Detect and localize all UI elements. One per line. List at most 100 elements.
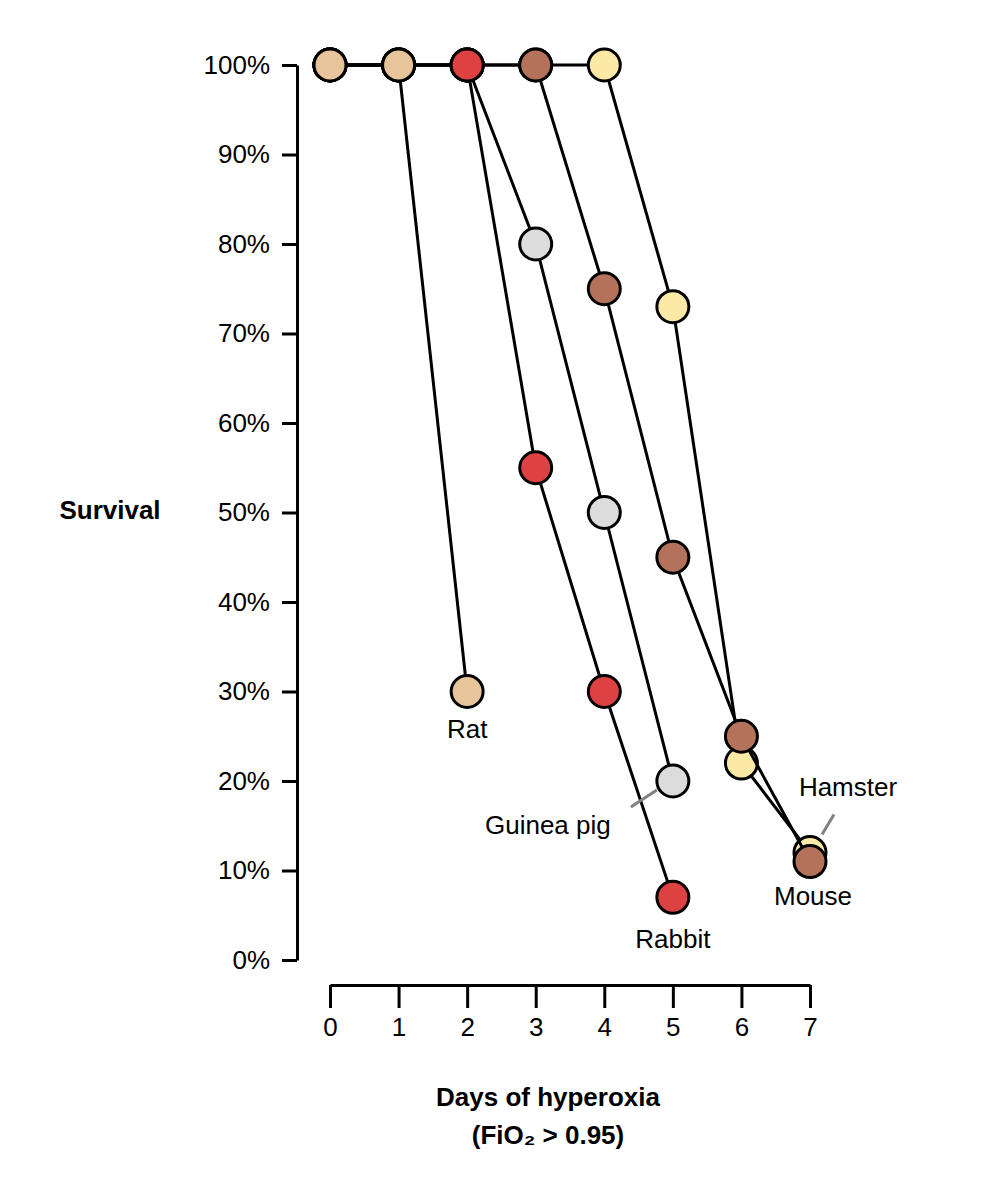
series-marker xyxy=(588,49,620,81)
x-tick: 3 xyxy=(529,985,543,1042)
x-tick-mark xyxy=(603,985,606,1008)
y-tick: 40% xyxy=(218,587,297,617)
y-tick-label: 100% xyxy=(204,50,271,80)
series xyxy=(314,49,689,797)
x-tick-mark xyxy=(535,985,538,1008)
y-tick-label: 50% xyxy=(218,497,270,527)
x-tick: 1 xyxy=(392,985,406,1042)
series-line xyxy=(330,65,467,692)
x-tick: 4 xyxy=(598,985,612,1042)
y-tick-mark xyxy=(282,243,297,246)
series-line xyxy=(330,65,810,853)
y-tick-mark xyxy=(282,870,297,873)
y-axis: 0% 10% 20% 30% 40% 50% 60% 70% 80% 90% 100% xyxy=(204,50,298,975)
plot-area xyxy=(314,49,826,913)
chart: 0% 10% 20% 30% 40% 50% 60% 70% 80% 90% 100% 0 1 2 3 4 5 6… xyxy=(0,0,997,1200)
series-marker xyxy=(520,49,552,81)
y-tick: 80% xyxy=(218,229,297,259)
y-tick-label: 30% xyxy=(218,676,270,706)
series-marker xyxy=(451,49,483,81)
series-marker xyxy=(657,881,689,913)
series-line xyxy=(330,65,810,862)
y-tick-mark xyxy=(282,154,297,157)
y-tick-mark xyxy=(282,422,297,425)
y-tick-label: 80% xyxy=(218,229,270,259)
y-tick-label: 90% xyxy=(218,139,270,169)
label-leader xyxy=(822,815,834,835)
y-tick: 10% xyxy=(218,855,297,885)
x-tick: 5 xyxy=(666,985,680,1042)
y-tick-mark xyxy=(282,959,297,962)
series xyxy=(314,49,483,708)
series-marker xyxy=(520,228,552,260)
x-axis-title: Days of hyperoxia xyxy=(436,1082,661,1112)
series-marker xyxy=(451,676,483,708)
x-tick-label: 5 xyxy=(666,1012,680,1042)
y-tick-mark xyxy=(282,691,297,694)
x-axis-title: (FiO₂ > 0.95) xyxy=(472,1120,624,1150)
series-marker xyxy=(451,49,483,81)
x-tick-mark xyxy=(809,985,812,1008)
series-label: Mouse xyxy=(774,881,852,911)
x-axis: 0 1 2 3 4 5 6 7 xyxy=(323,985,817,1042)
series-marker xyxy=(451,49,483,81)
series xyxy=(314,49,689,913)
series-marker xyxy=(314,49,346,81)
series-label: Rat xyxy=(447,714,488,744)
y-tick: 30% xyxy=(218,676,297,706)
series-marker xyxy=(588,273,620,305)
x-tick-mark xyxy=(466,985,469,1008)
y-tick: 60% xyxy=(218,408,297,438)
y-tick: 0% xyxy=(232,945,297,975)
series-marker xyxy=(383,49,415,81)
x-tick-label: 2 xyxy=(460,1012,474,1042)
series-marker xyxy=(314,49,346,81)
series-marker xyxy=(657,541,689,573)
x-tick: 0 xyxy=(323,985,337,1042)
series-marker xyxy=(314,49,346,81)
y-tick-mark xyxy=(282,64,297,67)
series-label: Hamster xyxy=(799,772,898,802)
y-tick-label: 70% xyxy=(218,318,270,348)
series-marker xyxy=(383,49,415,81)
y-tick: 50% xyxy=(218,497,297,527)
series-marker xyxy=(794,846,826,878)
label-leader xyxy=(631,790,657,807)
y-tick-mark xyxy=(282,601,297,604)
x-tick-label: 6 xyxy=(735,1012,749,1042)
x-axis-line xyxy=(331,984,811,987)
x-tick-mark xyxy=(740,985,743,1008)
x-tick-mark xyxy=(329,985,332,1008)
series-marker xyxy=(588,676,620,708)
x-tick-label: 7 xyxy=(803,1012,817,1042)
x-tick: 2 xyxy=(460,985,474,1042)
y-tick: 100% xyxy=(204,50,298,80)
series-labels: Hamster Mouse Guinea pig Rabbit Rat xyxy=(447,714,898,954)
y-tick-mark xyxy=(282,333,297,336)
x-tick: 7 xyxy=(803,985,817,1042)
series-label: Guinea pig xyxy=(485,810,611,840)
y-axis-title: Survival xyxy=(59,495,160,525)
y-tick-label: 10% xyxy=(218,855,270,885)
series-marker xyxy=(520,452,552,484)
x-tick-label: 3 xyxy=(529,1012,543,1042)
x-tick-label: 0 xyxy=(323,1012,337,1042)
series-line xyxy=(330,65,673,781)
series-label: Rabbit xyxy=(635,924,711,954)
series-marker xyxy=(451,49,483,81)
series-marker xyxy=(314,49,346,81)
x-tick-label: 4 xyxy=(598,1012,612,1042)
x-tick-mark xyxy=(672,985,675,1008)
y-tick-mark xyxy=(282,512,297,515)
series-line xyxy=(330,65,673,897)
x-tick-mark xyxy=(398,985,401,1008)
series-marker xyxy=(520,49,552,81)
y-tick: 90% xyxy=(218,139,297,169)
y-tick: 20% xyxy=(218,766,297,796)
x-tick: 6 xyxy=(735,985,749,1042)
y-tick-label: 0% xyxy=(232,945,270,975)
y-tick-mark xyxy=(282,780,297,783)
series-marker xyxy=(314,49,346,81)
x-tick-label: 1 xyxy=(392,1012,406,1042)
series-marker xyxy=(657,765,689,797)
